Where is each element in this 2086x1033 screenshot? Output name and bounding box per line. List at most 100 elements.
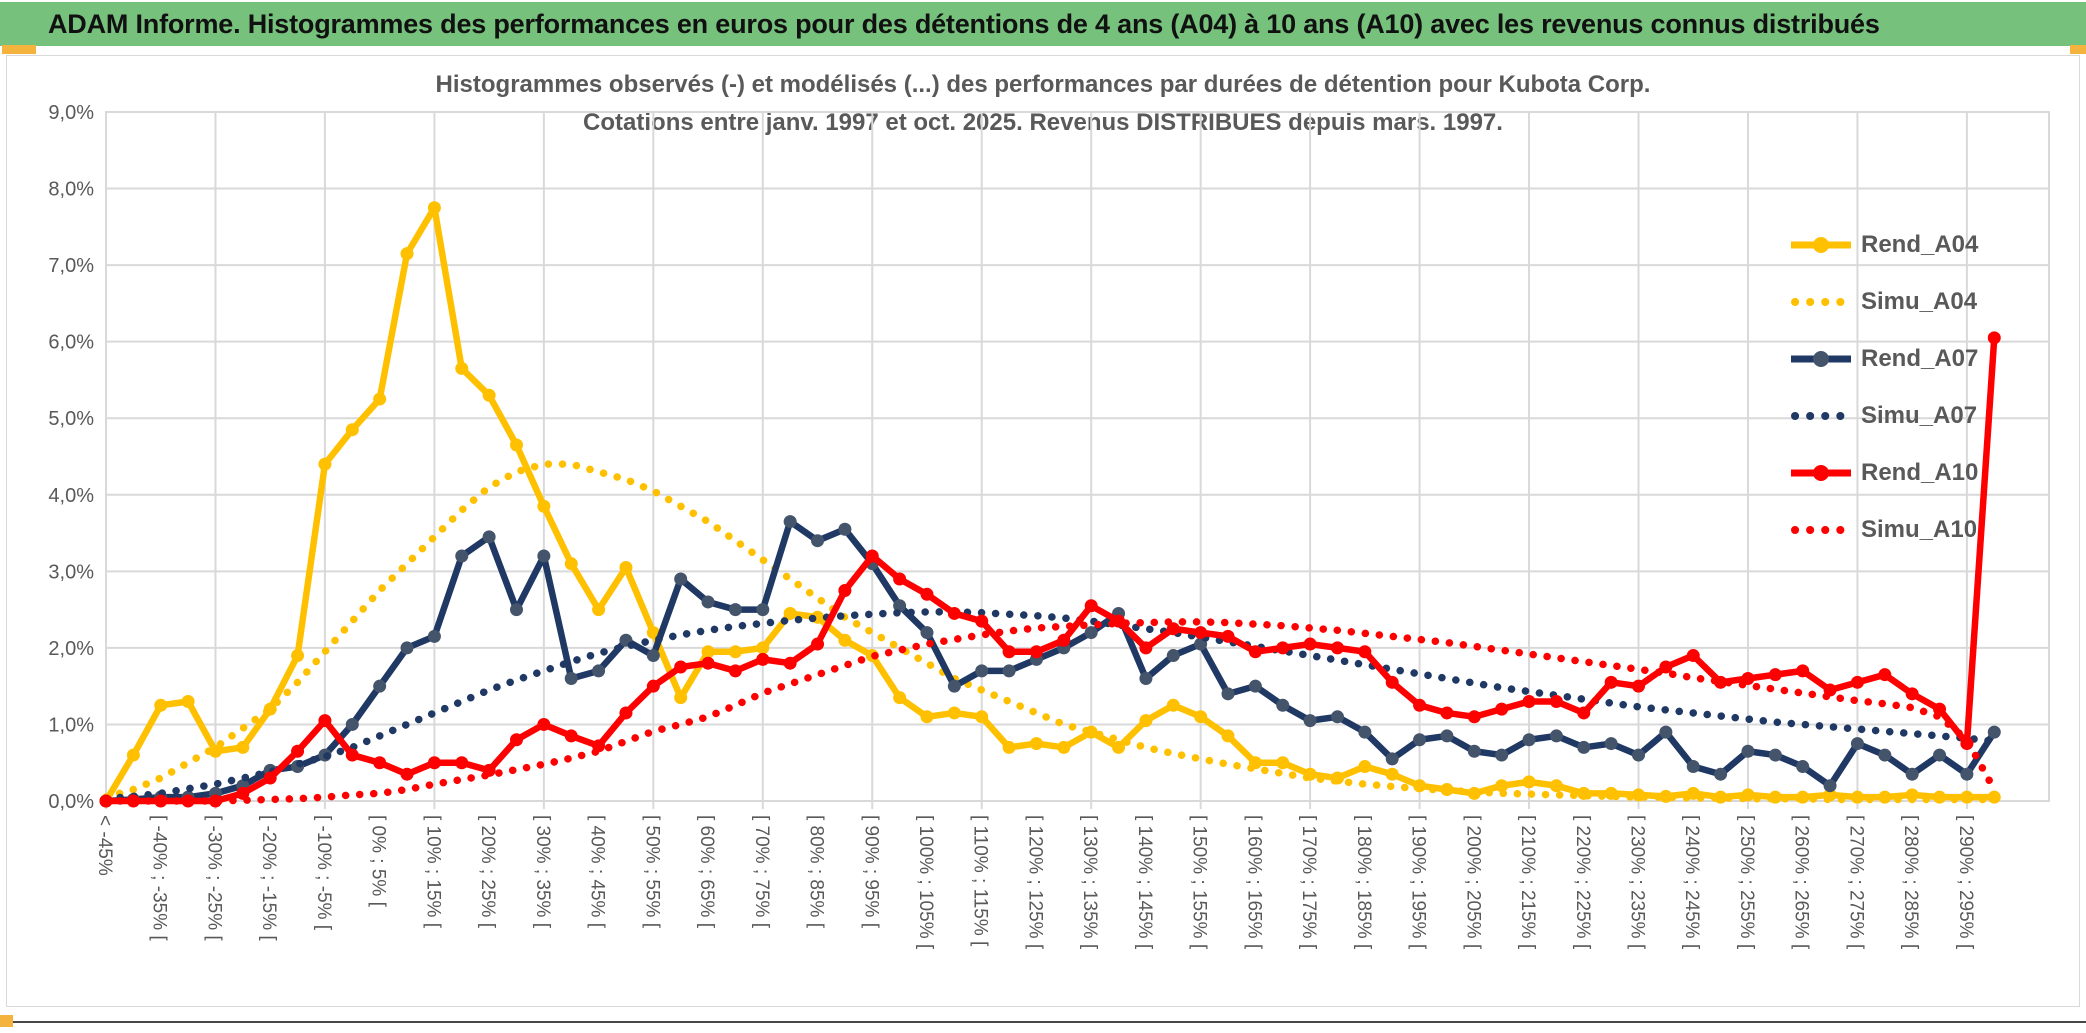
solid-line [106,337,1998,805]
legend-item-rend-a10[interactable]: Rend_A10 [1789,444,2069,501]
x-tick-label: [ 80% ; 85% [ [806,815,827,929]
x-tick-label: [ 120% ; 125% [ [1024,815,1045,950]
data-point-marker [1768,668,1782,682]
data-point-marker [756,641,770,655]
data-point-marker [1686,649,1700,663]
data-point-marker [811,534,825,548]
data-point-marker [920,626,934,640]
data-point-marker [1002,645,1016,659]
data-point-marker [947,606,961,620]
x-tick-label: [ 100% ; 105% [ [915,815,936,950]
data-point-marker [893,691,907,705]
data-point-marker [1221,687,1235,701]
x-tick-label: [ 40% ; 45% [ [587,815,608,929]
solid-line [105,518,1997,805]
legend-item-simu-a10[interactable]: Simu_A10 [1789,501,2069,558]
page-title: ADAM Informe. Histogrammes des performan… [48,8,1880,39]
data-point-marker [427,629,441,643]
solid-line [103,204,1995,803]
data-point-marker [208,744,222,758]
data-point-marker [1194,710,1208,724]
data-point-marker [154,698,168,712]
x-tick-label: [ -40% ; -35% [ [149,815,170,941]
x-tick-label: [ 110% ; 115% [ [970,815,991,947]
legend-item-rend-a04[interactable]: Rend_A04 [1789,216,2069,273]
data-point-marker [564,729,578,743]
data-point-marker [1933,748,1947,762]
chart-card[interactable]: Histogrammes observés (-) et modélisés (… [6,55,2080,1007]
data-point-marker [1495,702,1509,716]
data-point-marker [345,423,359,437]
data-point-marker [646,679,660,693]
legend-item-simu-a04[interactable]: Simu_A04 [1789,273,2069,330]
data-point-marker [728,603,742,617]
legend-label: Simu_A07 [1861,401,1978,429]
legend-swatch-solid [1791,350,1851,367]
y-tick-label: 1,0% [48,714,94,736]
legend-swatch-dotted [1791,411,1853,420]
data-point-marker [592,603,606,617]
dotted-line [102,608,1999,803]
data-point-marker [756,603,770,617]
data-point-marker [1276,641,1290,655]
data-point-marker [1905,767,1919,781]
data-point-marker [783,515,797,529]
data-point-marker [1413,733,1427,747]
y-tick-label: 6,0% [48,332,94,354]
y-tick-label: 5,0% [48,408,94,430]
data-point-marker [509,438,523,452]
data-point-marker [646,626,660,640]
data-point-marker [263,771,277,785]
data-point-marker [1604,675,1618,689]
data-point-marker [1987,331,2001,345]
x-tick-label: [ 160% ; 165% [ [1243,815,1264,950]
x-tick-label: [ 240% ; 245% [ [1681,815,1702,950]
legend-item-simu-a07[interactable]: Simu_A07 [1789,387,2069,444]
data-point-marker [1440,729,1454,743]
data-point-marker [1221,629,1235,643]
data-point-marker [674,691,688,705]
x-tick-label: [ -30% ; -25% [ [203,815,224,941]
chart-title-line1: Histogrammes observés (-) et modélisés (… [435,71,1651,98]
legend-item-rend-a07[interactable]: Rend_A07 [1789,330,2069,387]
data-point-marker [1248,679,1262,693]
data-point-marker [181,694,195,708]
data-point-marker [1659,789,1673,803]
data-point-marker [1632,748,1646,762]
legend-swatch-dotted [1791,525,1853,534]
data-point-marker [1303,714,1317,728]
series-rend-a10 [99,331,2001,808]
data-point-marker [455,361,469,375]
data-point-marker [1166,622,1180,636]
legend-label: Rend_A04 [1861,230,1979,258]
data-point-marker [345,717,359,731]
data-point-marker [318,714,332,728]
data-point-marker [838,583,852,597]
data-point-marker [455,756,469,770]
data-point-marker [975,614,989,628]
data-point-marker [1112,740,1126,754]
y-tick-label: 7,0% [48,255,94,277]
data-point-marker [1194,626,1208,640]
data-point-marker [1084,599,1098,613]
data-point-marker [701,645,715,659]
x-tick-label: [ 220% ; 225% [ [1572,815,1593,950]
legend-swatch-solid [1791,236,1851,253]
y-tick-label: 0,0% [48,791,94,813]
data-point-marker [1330,641,1344,655]
x-tick-label: [ 130% ; 135% [ [1079,815,1100,950]
data-point-marker [1440,706,1454,720]
x-tick-label: [ 280% ; 285% [ [1900,815,1921,950]
gold-accent-bottom-left [0,1015,13,1027]
data-point-marker [1522,733,1536,747]
data-point-marker [728,664,742,678]
chart-title: Histogrammes observés (-) et modélisés (… [327,66,1759,142]
data-point-marker [1139,672,1153,686]
data-point-marker [482,530,496,544]
data-point-marker [1084,626,1098,640]
data-point-marker [674,572,688,586]
legend-swatch-solid [1791,464,1851,481]
data-point-marker [1221,729,1235,743]
data-point-marker [619,706,633,720]
series-rend-a07 [99,515,2001,808]
